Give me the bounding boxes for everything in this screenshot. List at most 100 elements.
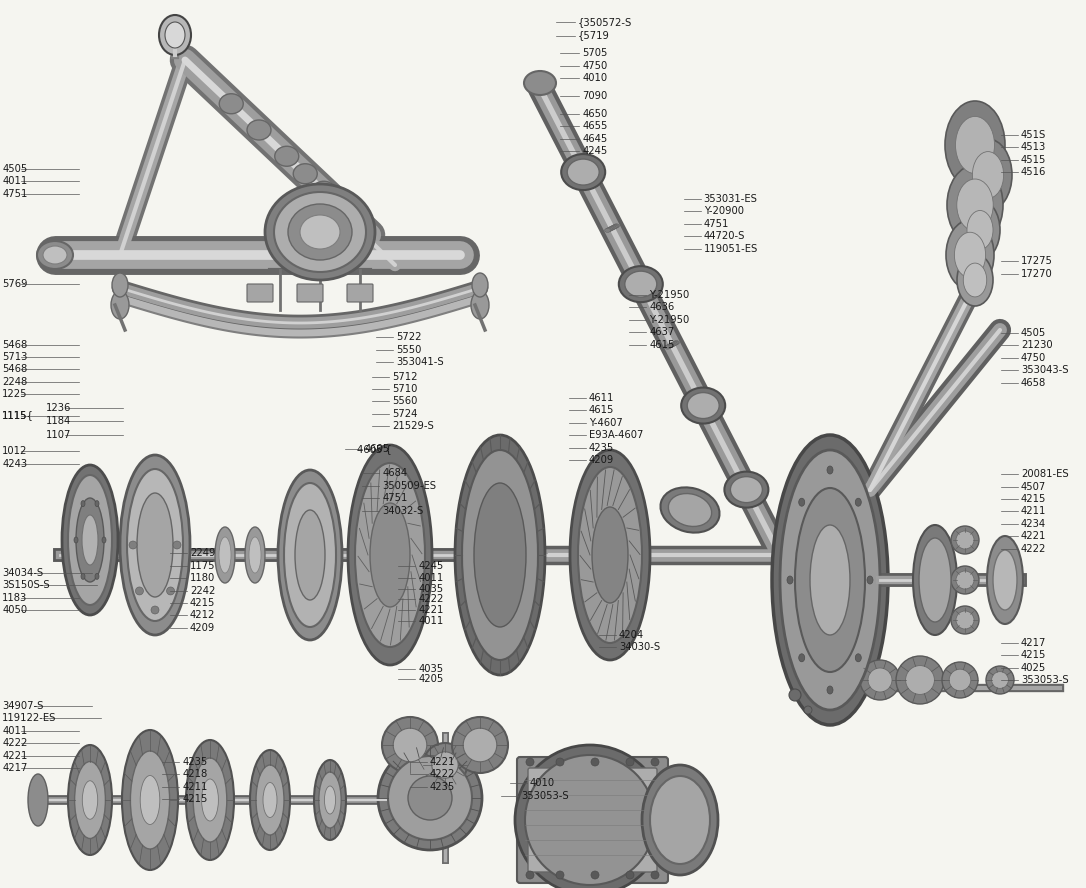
Ellipse shape xyxy=(173,541,181,549)
Text: 4637: 4637 xyxy=(649,327,674,337)
Ellipse shape xyxy=(274,192,366,272)
Ellipse shape xyxy=(619,266,662,302)
Ellipse shape xyxy=(151,606,159,614)
Text: 4684: 4684 xyxy=(382,468,407,479)
Ellipse shape xyxy=(956,531,974,549)
Ellipse shape xyxy=(660,488,720,533)
Ellipse shape xyxy=(314,760,346,840)
Text: 4751: 4751 xyxy=(382,493,407,503)
Ellipse shape xyxy=(473,483,526,627)
Text: 119122-ES: 119122-ES xyxy=(2,713,56,724)
Text: 4751: 4751 xyxy=(2,188,27,199)
Text: 34030-S: 34030-S xyxy=(619,642,660,653)
Text: 2242: 2242 xyxy=(190,585,215,596)
Ellipse shape xyxy=(669,343,675,347)
Ellipse shape xyxy=(393,728,427,762)
Ellipse shape xyxy=(525,71,556,95)
Text: 1115{: 1115{ xyxy=(2,410,34,421)
Ellipse shape xyxy=(614,224,619,228)
Text: 21529-S: 21529-S xyxy=(392,421,433,432)
Text: 5705: 5705 xyxy=(582,48,607,59)
Ellipse shape xyxy=(102,537,106,543)
Text: 4217: 4217 xyxy=(2,763,27,773)
Text: 4050: 4050 xyxy=(2,605,27,615)
Text: 4215: 4215 xyxy=(190,598,215,608)
Ellipse shape xyxy=(828,686,833,694)
Text: 353043-S: 353043-S xyxy=(1021,365,1069,376)
Ellipse shape xyxy=(946,220,994,290)
Text: {5719: {5719 xyxy=(578,30,609,41)
Ellipse shape xyxy=(388,756,472,840)
Text: 4234: 4234 xyxy=(1021,519,1046,529)
Ellipse shape xyxy=(942,662,978,698)
Text: 4222: 4222 xyxy=(2,738,27,749)
Ellipse shape xyxy=(951,526,978,554)
Ellipse shape xyxy=(951,566,978,594)
Ellipse shape xyxy=(76,498,104,582)
Ellipse shape xyxy=(515,745,665,888)
Text: 5769: 5769 xyxy=(2,279,27,289)
Ellipse shape xyxy=(672,341,679,345)
Ellipse shape xyxy=(673,341,680,345)
Ellipse shape xyxy=(295,510,325,600)
Ellipse shape xyxy=(945,101,1005,189)
Text: 4605: 4605 xyxy=(365,444,390,455)
Ellipse shape xyxy=(613,225,618,228)
Ellipse shape xyxy=(81,574,85,579)
Ellipse shape xyxy=(526,871,534,879)
Ellipse shape xyxy=(219,94,243,114)
Ellipse shape xyxy=(193,758,227,842)
Text: 4211: 4211 xyxy=(1021,506,1046,517)
Ellipse shape xyxy=(668,344,674,347)
Text: 4222: 4222 xyxy=(430,769,455,780)
Text: 5560: 5560 xyxy=(392,396,417,407)
Ellipse shape xyxy=(81,501,85,507)
Text: 119051-ES: 119051-ES xyxy=(704,243,758,254)
Text: 4245: 4245 xyxy=(418,560,443,571)
Ellipse shape xyxy=(949,670,971,691)
Text: 4035: 4035 xyxy=(418,663,443,674)
Ellipse shape xyxy=(724,472,769,508)
Ellipse shape xyxy=(265,184,375,280)
Ellipse shape xyxy=(215,527,235,583)
Ellipse shape xyxy=(611,225,617,229)
Text: 4507: 4507 xyxy=(1021,481,1046,492)
Text: 4205: 4205 xyxy=(418,674,443,685)
Text: 4011: 4011 xyxy=(418,615,443,626)
Ellipse shape xyxy=(731,477,762,503)
Text: 5550: 5550 xyxy=(396,345,421,355)
Ellipse shape xyxy=(408,776,452,820)
Ellipse shape xyxy=(868,668,892,692)
Text: 4658: 4658 xyxy=(1021,377,1046,388)
Text: 20081-ES: 20081-ES xyxy=(1021,469,1069,480)
Text: 5712: 5712 xyxy=(392,371,417,382)
Ellipse shape xyxy=(556,758,564,766)
Text: 4221: 4221 xyxy=(430,757,455,767)
Ellipse shape xyxy=(651,776,710,864)
FancyBboxPatch shape xyxy=(528,768,657,872)
Text: 1107: 1107 xyxy=(46,430,71,440)
Ellipse shape xyxy=(83,781,98,820)
Text: 1183: 1183 xyxy=(2,592,27,603)
Text: 2248: 2248 xyxy=(2,377,27,387)
Ellipse shape xyxy=(455,435,545,675)
Ellipse shape xyxy=(68,475,112,605)
Ellipse shape xyxy=(591,871,599,879)
Text: 4611: 4611 xyxy=(589,392,614,403)
Ellipse shape xyxy=(137,493,173,597)
Text: 4505: 4505 xyxy=(2,163,27,174)
Ellipse shape xyxy=(956,611,974,629)
FancyBboxPatch shape xyxy=(247,284,273,302)
Text: 4010: 4010 xyxy=(582,73,607,83)
Ellipse shape xyxy=(37,241,73,269)
Ellipse shape xyxy=(278,470,342,640)
Ellipse shape xyxy=(75,762,105,838)
Text: 4235: 4235 xyxy=(589,442,614,453)
Text: 34032-S: 34032-S xyxy=(382,505,424,516)
Ellipse shape xyxy=(424,743,467,787)
Text: 4650: 4650 xyxy=(582,108,607,119)
Text: 5468: 5468 xyxy=(2,364,27,375)
Ellipse shape xyxy=(525,755,655,885)
Ellipse shape xyxy=(300,215,340,249)
Text: 1225: 1225 xyxy=(2,389,27,400)
